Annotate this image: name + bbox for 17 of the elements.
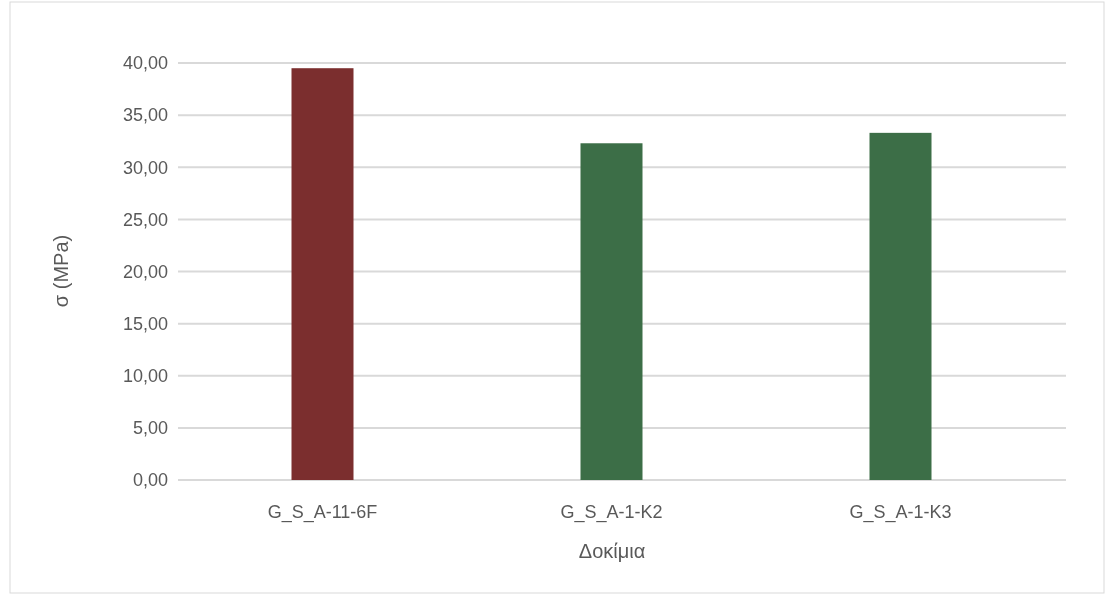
x-tick-label: G_S_A-11-6F (267, 502, 378, 523)
bar (580, 143, 643, 480)
y-tick-label: 20,00 (122, 261, 168, 282)
x-axis-title: Δοκίμια (578, 540, 646, 562)
y-tick-label: 35,00 (122, 105, 168, 126)
y-tick-label: 40,00 (122, 53, 168, 74)
x-tick-label: G_S_A-1-K3 (849, 502, 952, 523)
y-tick-label: 5,00 (132, 418, 168, 439)
y-tick-label: 15,00 (122, 313, 168, 334)
y-axis-title: σ (MPa) (50, 234, 72, 308)
bar (291, 68, 354, 480)
y-tick-label: 10,00 (122, 366, 168, 387)
y-tick-label: 25,00 (122, 209, 168, 230)
y-tick-label: 30,00 (122, 157, 168, 178)
bar (869, 132, 932, 480)
y-tick-label: 0,00 (132, 470, 168, 491)
x-tick-label: G_S_A-1-K2 (560, 502, 663, 523)
